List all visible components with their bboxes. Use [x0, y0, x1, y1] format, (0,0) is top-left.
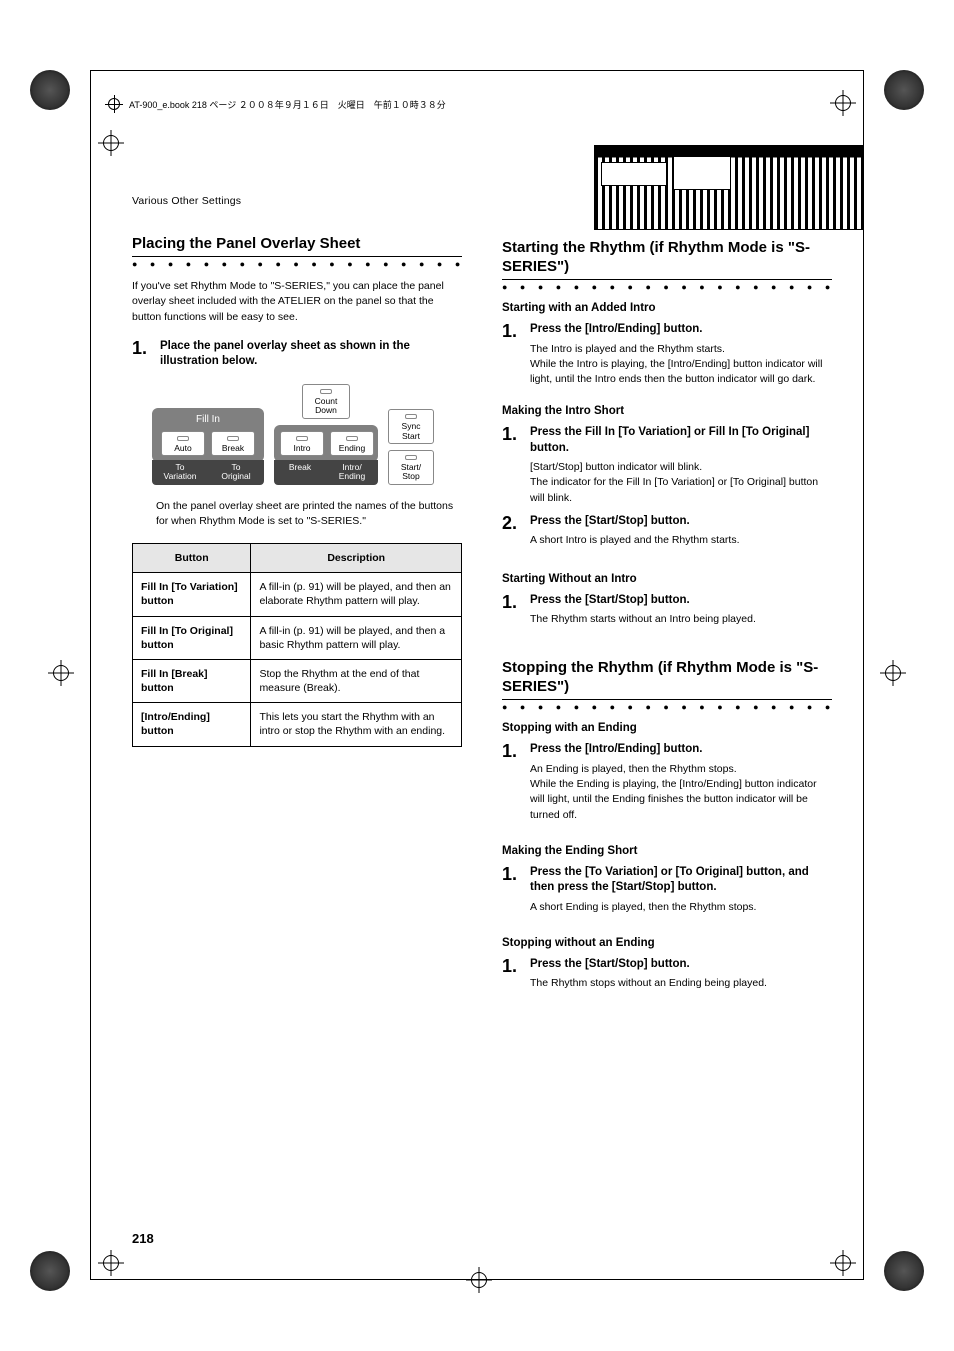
overlay-to-original: ToOriginal	[208, 460, 264, 485]
step-desc: The Intro is played and the Rhythm start…	[530, 342, 832, 357]
overlay-break: Break	[274, 460, 326, 485]
crop-corner	[30, 1251, 70, 1291]
step: 1. Press the [To Variation] or [To Origi…	[502, 865, 832, 915]
book-header: AT-900_e.book 218 ページ ２００８年９月１６日 火曜日 午前１…	[105, 95, 849, 113]
heading-rule	[132, 256, 462, 258]
right-column: Starting the Rhythm (if Rhythm Mode is "…	[502, 195, 832, 1000]
step-number: 1.	[502, 593, 520, 628]
table-header-description: Description	[251, 544, 462, 573]
left-column: Various Other Settings Placing the Panel…	[132, 195, 462, 1000]
step-number: 1.	[502, 865, 520, 915]
dot-leader: ● ● ● ● ● ● ● ● ● ● ● ● ● ● ● ● ● ● ● ● …	[502, 282, 832, 292]
table-row: Fill In [Break] button Stop the Rhythm a…	[133, 659, 462, 702]
step-number: 1.	[502, 742, 520, 822]
overlay-to-variation: ToVariation	[152, 460, 208, 485]
step-desc: The indicator for the Fill In [To Variat…	[530, 475, 832, 505]
step: 1. Press the [Intro/Ending] button. An E…	[502, 742, 832, 822]
sync-start-button-illus: SyncStart	[388, 409, 434, 444]
step-number: 1.	[132, 339, 150, 374]
section-label: Various Other Settings	[132, 195, 462, 207]
step-desc: While the Ending is playing, the [Intro/…	[530, 777, 832, 823]
step-number: 1.	[502, 322, 520, 387]
step-number: 1.	[502, 425, 520, 506]
step-head: Press the Fill In [To Variation] or Fill…	[530, 425, 832, 456]
step-desc: The Rhythm stops without an Ending being…	[530, 976, 832, 991]
step-head: Press the [To Variation] or [To Original…	[530, 865, 832, 896]
fill-in-label: Fill In	[196, 414, 220, 425]
table-row: Fill In [To Original] button A fill-in (…	[133, 616, 462, 659]
overlay-intro-ending: Intro/Ending	[326, 460, 378, 485]
start-stop-button-illus: Start/Stop	[388, 450, 434, 485]
step-head: Press the [Start/Stop] button.	[530, 957, 832, 973]
step-number: 2.	[502, 514, 520, 549]
subhead: Making the Ending Short	[502, 845, 832, 857]
registration-mark	[48, 660, 74, 686]
intro-button-illus: Intro	[280, 431, 324, 456]
subhead: Starting with an Added Intro	[502, 302, 832, 314]
step-number: 1.	[502, 957, 520, 992]
panel-overlay-illustration: Fill In Auto Break ToVariation ToOrigina…	[152, 384, 442, 485]
step: 1. Press the [Start/Stop] button. The Rh…	[502, 593, 832, 628]
dot-leader: ● ● ● ● ● ● ● ● ● ● ● ● ● ● ● ● ● ● ● ● …	[502, 702, 832, 712]
heading-stopping-rhythm: Stopping the Rhythm (if Rhythm Mode is "…	[502, 659, 832, 697]
subhead: Starting Without an Intro	[502, 573, 832, 585]
page-number: 218	[132, 1231, 154, 1246]
ending-button-illus: Ending	[330, 431, 374, 456]
table-row: Fill In [To Variation] button A fill-in …	[133, 573, 462, 616]
panel-caption: On the panel overlay sheet are printed t…	[132, 499, 462, 529]
step: 1. Place the panel overlay sheet as show…	[132, 339, 462, 374]
crop-corner	[884, 70, 924, 110]
intro-text: If you've set Rhythm Mode to "S-SERIES,"…	[132, 279, 462, 325]
step-head: Press the [Intro/Ending] button.	[530, 742, 832, 758]
button-description-table: Button Description Fill In [To Variation…	[132, 543, 462, 747]
break-button-illus: Break	[211, 431, 255, 456]
step-head: Place the panel overlay sheet as shown i…	[160, 339, 462, 370]
table-row: [Intro/Ending] button This lets you star…	[133, 703, 462, 746]
subhead: Making the Intro Short	[502, 405, 832, 417]
step-desc: An Ending is played, then the Rhythm sto…	[530, 762, 832, 777]
step-head: Press the [Intro/Ending] button.	[530, 322, 832, 338]
step-desc: While the Intro is playing, the [Intro/E…	[530, 357, 832, 387]
registration-mark	[880, 660, 906, 686]
heading-rule	[502, 279, 832, 281]
heading-rule	[502, 699, 832, 701]
count-down-button-illus: CountDown	[302, 384, 350, 419]
step-head: Press the [Start/Stop] button.	[530, 514, 832, 530]
heading-starting-rhythm: Starting the Rhythm (if Rhythm Mode is "…	[502, 239, 832, 277]
step-desc: [Start/Stop] button indicator will blink…	[530, 460, 832, 475]
crop-corner	[884, 1251, 924, 1291]
subhead: Stopping with an Ending	[502, 722, 832, 734]
heading-placing-overlay: Placing the Panel Overlay Sheet	[132, 235, 462, 254]
step: 1. Press the [Intro/Ending] button. The …	[502, 322, 832, 387]
step: 1. Press the Fill In [To Variation] or F…	[502, 425, 832, 506]
step: 1. Press the [Start/Stop] button. The Rh…	[502, 957, 832, 992]
step-desc: A short Ending is played, then the Rhyth…	[530, 900, 832, 915]
auto-button-illus: Auto	[161, 431, 205, 456]
crop-corner	[30, 70, 70, 110]
step-desc: A short Intro is played and the Rhythm s…	[530, 533, 832, 548]
dot-leader: ● ● ● ● ● ● ● ● ● ● ● ● ● ● ● ● ● ● ● ● …	[132, 259, 462, 269]
book-info-text: AT-900_e.book 218 ページ ２００８年９月１６日 火曜日 午前１…	[129, 98, 446, 111]
table-header-button: Button	[133, 544, 251, 573]
step: 2. Press the [Start/Stop] button. A shor…	[502, 514, 832, 549]
step-desc: The Rhythm starts without an Intro being…	[530, 612, 832, 627]
step-head: Press the [Start/Stop] button.	[530, 593, 832, 609]
subhead: Stopping without an Ending	[502, 937, 832, 949]
